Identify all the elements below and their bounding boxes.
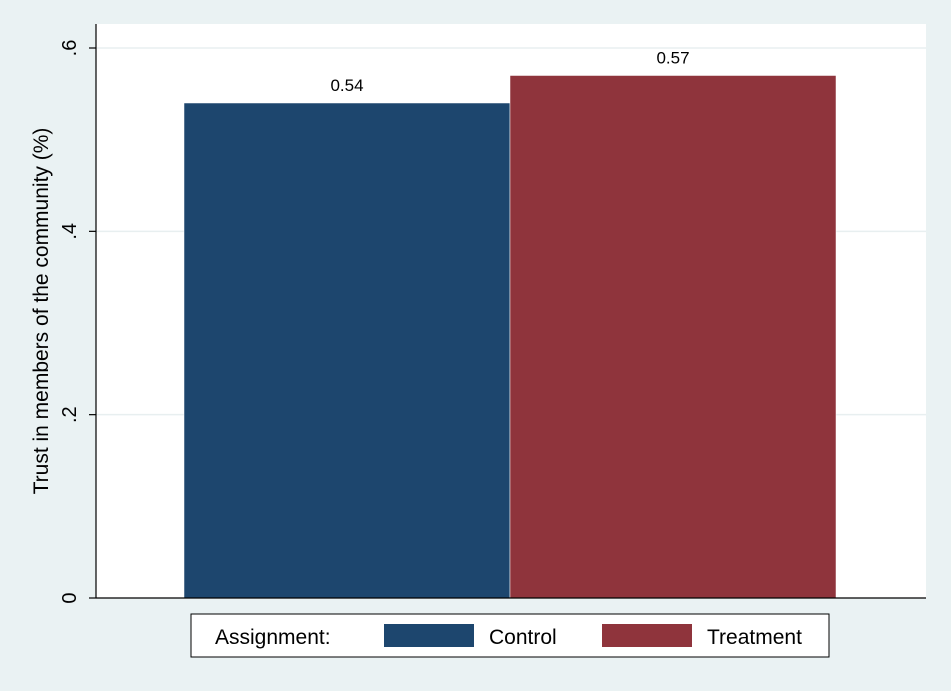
bar-treatment — [509, 75, 837, 599]
bars — [183, 75, 837, 599]
legend-box — [190, 613, 830, 658]
y-axis-title: Trust in members of the community (%) — [30, 128, 53, 495]
data-label-control: 0.54 — [330, 76, 363, 95]
data-label-treatment: 0.57 — [656, 49, 689, 68]
legend-title: Assignment: — [215, 626, 331, 649]
legend-swatch-control — [384, 624, 474, 647]
legend-swatch-treatment — [602, 624, 692, 647]
legend: Assignment: Control Treatment — [190, 613, 830, 658]
y-tick-label: .2 — [59, 406, 81, 423]
data-labels: 0.54 0.57 — [330, 49, 689, 96]
bar-control — [183, 102, 511, 599]
y-tick-label: 0 — [59, 592, 81, 603]
legend-label-control: Control — [489, 626, 557, 649]
y-ticks: 0 .2 .4 .6 — [59, 40, 96, 604]
y-tick-label: .4 — [59, 223, 81, 240]
y-tick-label: .6 — [59, 40, 81, 57]
legend-label-treatment: Treatment — [707, 626, 802, 649]
